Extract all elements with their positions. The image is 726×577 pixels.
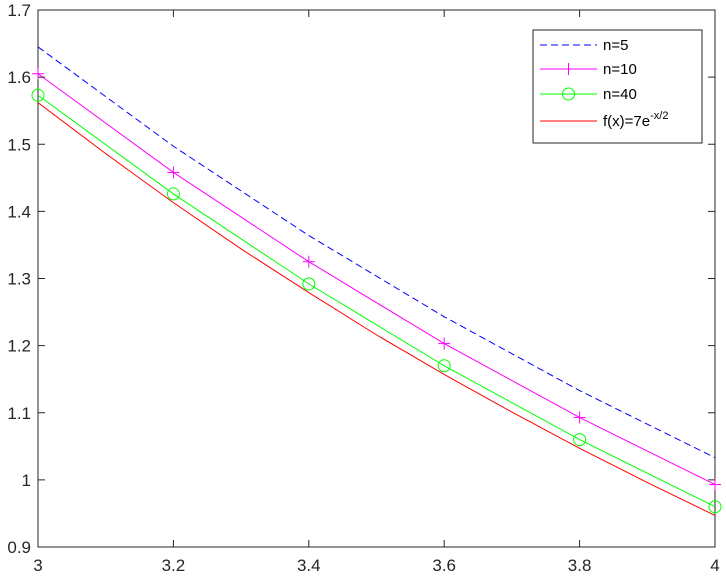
legend-item-2: n=40 xyxy=(540,86,637,103)
y-tick-label: 1.3 xyxy=(7,270,31,289)
legend-label: f(x)=7e-x/2 xyxy=(603,110,668,130)
x-tick-label: 3.6 xyxy=(432,556,456,575)
y-tick-label: 1.2 xyxy=(7,337,31,356)
series-1-marker xyxy=(302,255,315,268)
series-1-marker xyxy=(709,478,721,491)
y-tick-label: 1.7 xyxy=(7,1,31,20)
legend-box xyxy=(532,29,703,144)
legend-marker xyxy=(562,87,575,101)
axis-ticks: 3 3.2 3.4 3.6 3.8 4 0.9 1 1.1 1.2 1.3 1.4 1.5 1.6 1.7 xyxy=(7,1,719,575)
legend-item-0: n=5 xyxy=(540,37,628,54)
y-tick-label: 1.4 xyxy=(7,202,31,221)
y-tick-label: 0.9 xyxy=(7,538,31,557)
x-tick-label: 3 xyxy=(33,556,42,575)
y-tick-label: 1 xyxy=(22,471,31,490)
series-line-3 xyxy=(37,102,716,516)
series-1-marker xyxy=(573,411,586,424)
legend-item-3: f(x)=7e-x/2 xyxy=(540,110,668,130)
series-1-marker xyxy=(167,166,180,179)
legend-label: n=10 xyxy=(603,61,637,78)
series-1-marker xyxy=(438,337,451,350)
legend-item-1: n=10 xyxy=(540,61,637,78)
series-2-marker xyxy=(31,88,45,102)
series-line-1 xyxy=(37,73,716,486)
legend-label: n=40 xyxy=(603,86,637,103)
series-line-2 xyxy=(37,94,716,508)
series-2-marker xyxy=(573,433,587,447)
series-2 xyxy=(31,88,722,514)
series-2-marker xyxy=(708,500,722,514)
series-2-marker xyxy=(437,359,451,373)
series-1 xyxy=(32,67,721,491)
legend-marker xyxy=(562,63,575,75)
series-0 xyxy=(37,46,716,459)
legend-label-superscript: -x/2 xyxy=(650,110,668,122)
series-2-marker xyxy=(302,277,316,291)
legend: n=5 n=10 n=40 f(x)=7e-x/2 xyxy=(532,29,703,144)
x-tick-label: 3.4 xyxy=(297,556,321,575)
series-layer xyxy=(31,46,722,516)
x-tick-label: 3.2 xyxy=(162,556,186,575)
y-tick-label: 1.6 xyxy=(7,68,31,87)
x-tick-label: 3.8 xyxy=(568,556,592,575)
series-1-marker xyxy=(32,67,44,80)
x-tick-label: 4 xyxy=(710,556,719,575)
series-3 xyxy=(37,102,716,516)
series-2-marker xyxy=(166,187,180,201)
series-line-0 xyxy=(37,46,716,459)
legend-label-base: f(x)=7e xyxy=(603,113,650,130)
y-tick-label: 1.5 xyxy=(7,135,31,154)
y-tick-label: 1.1 xyxy=(7,404,31,423)
legend-label: n=5 xyxy=(603,37,628,54)
legend-items: n=5 n=10 n=40 f(x)=7e-x/2 xyxy=(540,37,668,130)
